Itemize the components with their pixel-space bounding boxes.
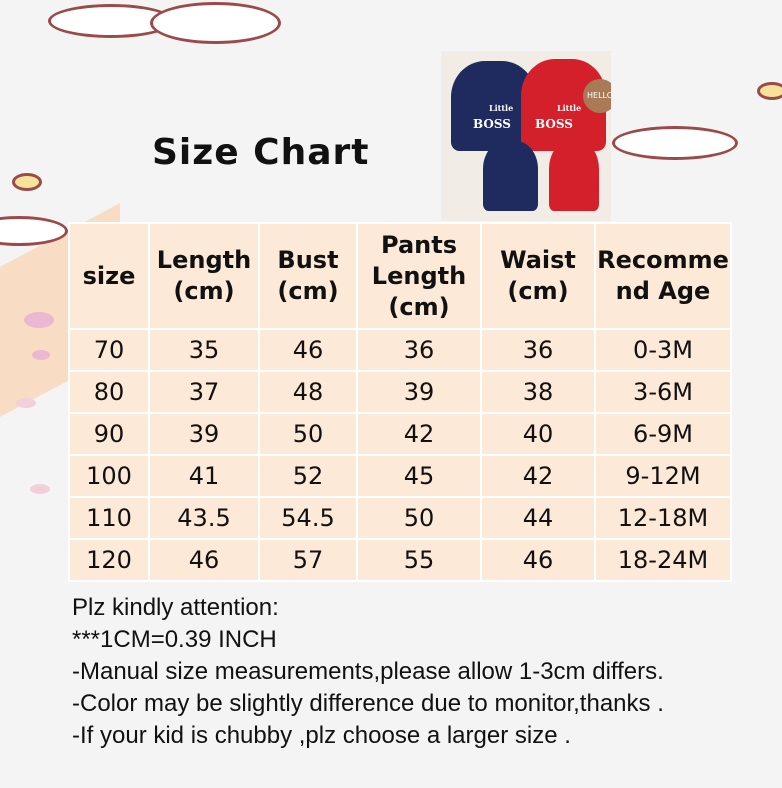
dot-decor (32, 350, 50, 360)
table-cell: 46 (148, 538, 260, 582)
table-row: 110 43.5 54.5 50 44 12-18M (68, 496, 732, 540)
table-cell: 50 (258, 412, 358, 456)
notes: Plz kindly attention: ***1CM=0.39 INCH -… (72, 592, 664, 752)
table-cell: 120 (68, 538, 150, 582)
note-line: Plz kindly attention: (72, 594, 279, 621)
table-cell: 12-18M (594, 496, 732, 540)
header-cell: Pants Length (cm) (356, 222, 482, 330)
table-cell: 41 (148, 454, 260, 498)
table-cell: 36 (480, 328, 596, 372)
logo-text: BOSS (535, 117, 573, 131)
note-line: -Manual size measurements,please allow 1… (72, 658, 664, 685)
dot-decor (24, 312, 54, 328)
header-cell: Bust (cm) (258, 222, 358, 330)
table-cell: 50 (356, 496, 482, 540)
table-cell: 55 (356, 538, 482, 582)
table-cell: 57 (258, 538, 358, 582)
table-cell: 46 (258, 328, 358, 372)
table-cell: 37 (148, 370, 260, 414)
note-line: ***1CM=0.39 INCH (72, 626, 277, 653)
table-cell: 42 (480, 454, 596, 498)
table-cell: 35 (148, 328, 260, 372)
cloud-decor (12, 173, 42, 191)
dot-decor (30, 484, 50, 494)
table-cell: 110 (68, 496, 150, 540)
table-cell: 39 (148, 412, 260, 456)
table-cell: 80 (68, 370, 150, 414)
note-line: -If your kid is chubby ,plz choose a lar… (72, 722, 571, 749)
table-cell: 3-6M (594, 370, 732, 414)
header-cell: Recomme nd Age (594, 222, 732, 330)
product-photo: Little BOSS Little BOSS HELLO (441, 51, 611, 221)
table-cell: 38 (480, 370, 596, 414)
table-cell: 0-3M (594, 328, 732, 372)
table-cell: 70 (68, 328, 150, 372)
header-cell: Length (cm) (148, 222, 260, 330)
table-row: 90 39 50 42 40 6-9M (68, 412, 732, 456)
size-table: size Length (cm) Bust (cm) Pants Length … (68, 222, 732, 582)
table-row: 120 46 57 55 46 18-24M (68, 538, 732, 582)
table-cell: 6-9M (594, 412, 732, 456)
cloud-decor (612, 126, 738, 160)
cloud-decor (757, 82, 782, 100)
table-cell: 100 (68, 454, 150, 498)
table-header-row: size Length (cm) Bust (cm) Pants Length … (68, 222, 732, 330)
table-cell: 44 (480, 496, 596, 540)
logo-text: BOSS (473, 117, 511, 131)
table-cell: 42 (356, 412, 482, 456)
table-cell: 54.5 (258, 496, 358, 540)
table-cell: 90 (68, 412, 150, 456)
table-cell: 36 (356, 328, 482, 372)
note-line: -Color may be slightly difference due to… (72, 690, 664, 717)
cloud-decor (150, 2, 281, 44)
table-cell: 39 (356, 370, 482, 414)
table-cell: 46 (480, 538, 596, 582)
table-cell: 40 (480, 412, 596, 456)
table-cell: 9-12M (594, 454, 732, 498)
table-cell: 52 (258, 454, 358, 498)
table-row: 80 37 48 39 38 3-6M (68, 370, 732, 414)
table-row: 70 35 46 36 36 0-3M (68, 328, 732, 372)
header-cell: Waist (cm) (480, 222, 596, 330)
page-title: Size Chart (152, 132, 370, 173)
table-row: 100 41 52 45 42 9-12M (68, 454, 732, 498)
table-cell: 45 (356, 454, 482, 498)
table-cell: 48 (258, 370, 358, 414)
dot-decor (16, 398, 36, 408)
table-cell: 18-24M (594, 538, 732, 582)
table-cell: 43.5 (148, 496, 260, 540)
header-cell: size (68, 222, 150, 330)
